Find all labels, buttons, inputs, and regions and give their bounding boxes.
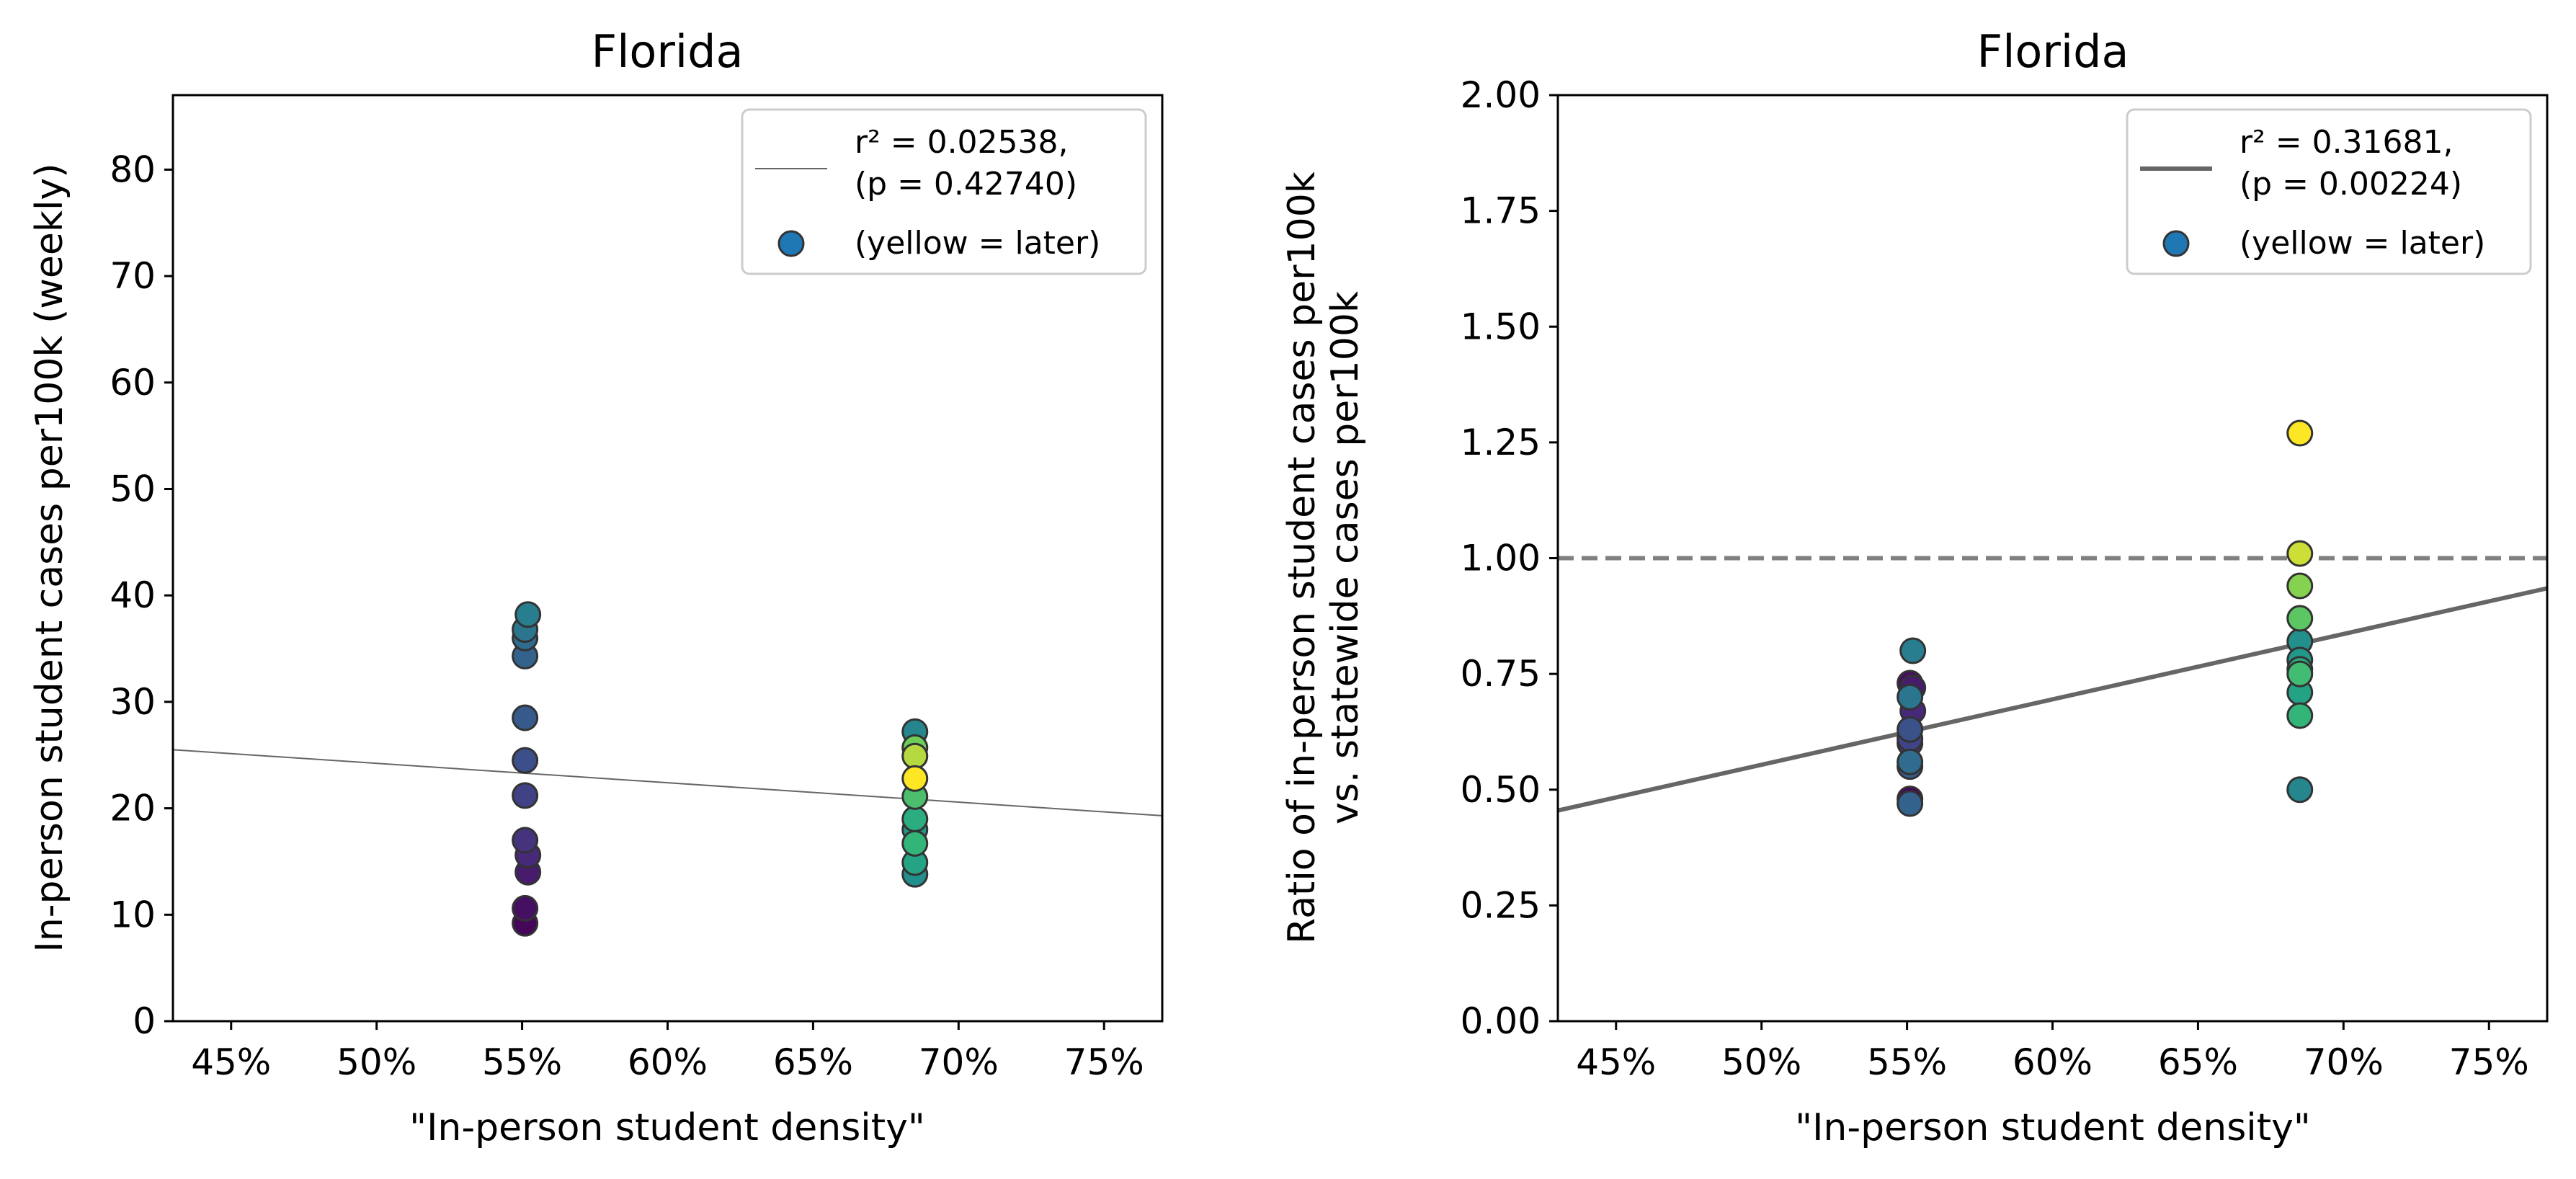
y-tick-label: 80 [110, 148, 156, 190]
plot-area [173, 601, 1162, 937]
scatter-point [1897, 748, 1924, 775]
legend-box [741, 108, 1147, 275]
scatter-point [512, 704, 539, 731]
x-tick-label: 55% [1867, 1041, 1947, 1083]
y-tick-label: 50 [110, 468, 156, 510]
x-tick-label: 45% [191, 1041, 271, 1083]
y-tick-label: 1.25 [1461, 422, 1541, 463]
y-tick-label: 40 [110, 574, 156, 616]
y-tick-label: 1.00 [1461, 538, 1541, 579]
x-tick-label: 70% [2304, 1041, 2384, 1083]
legend-marker-label: (yellow = later) [2239, 225, 2485, 262]
x-tick-label: 75% [1064, 1041, 1144, 1083]
scatter-point [1897, 683, 1924, 711]
x-tick-label: 60% [2013, 1041, 2093, 1083]
x-tick-label: 45% [1576, 1041, 1656, 1083]
legend-marker-label: (yellow = later) [855, 225, 1100, 262]
y-tick-label: 0.25 [1461, 884, 1541, 926]
x-axis-ticks: 45% 50% 55% 60% 65% 70% 75% [191, 1021, 1144, 1083]
y-axis-label: In-person student cases per100k (weekly) [28, 164, 71, 953]
x-axis-label: "In-person student density" [1795, 1106, 2311, 1149]
x-tick-label: 65% [2158, 1041, 2238, 1083]
scatter-point [901, 742, 929, 770]
scatter-point [2286, 702, 2314, 729]
scatter-point [2286, 776, 2314, 804]
y-tick-label: 0.50 [1461, 769, 1541, 811]
regression-line [173, 749, 1162, 817]
legend: r² = 0.31681, (p = 0.00224) (yellow = la… [2126, 108, 2532, 275]
scatter-point [2286, 540, 2314, 567]
y-axis-ticks: 0.00 0.25 0.50 0.75 1.00 1.25 1.50 1.75 2.00 [1461, 74, 1558, 1042]
x-tick-label: 50% [337, 1041, 416, 1083]
plot-clip-group [1558, 419, 2547, 817]
x-tick-label: 65% [773, 1041, 853, 1083]
legend: r² = 0.02538, (p = 0.42740) (yellow = la… [741, 108, 1147, 275]
y-axis-label-line-2: vs. statewide cases per100k [1324, 291, 1367, 824]
x-axis-label: "In-person student density" [409, 1106, 925, 1149]
legend-line-label-2: (p = 0.00224) [2239, 166, 2462, 203]
scatter-point [901, 765, 929, 792]
y-tick-label: 0.75 [1461, 653, 1541, 695]
scatter-point [1899, 637, 1927, 664]
scatter-point [512, 747, 539, 774]
y-axis-label-line-1: Ratio of in-person student cases per100k [1280, 172, 1324, 944]
scatter-point [901, 829, 929, 857]
x-tick-label: 70% [919, 1041, 999, 1083]
y-tick-label: 30 [110, 681, 156, 723]
chart-title: Florida [1977, 25, 2129, 78]
legend-line-label-1: r² = 0.31681, [2239, 124, 2454, 161]
regression-line [1558, 586, 2547, 813]
scatter-point [1897, 790, 1924, 817]
scatter-point [512, 782, 539, 809]
x-tick-label: 60% [628, 1041, 708, 1083]
scatter-point [2286, 419, 2314, 447]
y-tick-label: 70 [110, 255, 156, 297]
y-tick-label: 10 [110, 894, 156, 935]
scatter-point [514, 601, 542, 628]
y-tick-label: 1.50 [1461, 306, 1541, 347]
scatter-point [512, 827, 539, 854]
scatter-point [2286, 572, 2314, 600]
y-tick-label: 1.75 [1461, 190, 1541, 232]
chart-panel-left: Florida 45% 50% 55% 60% 65% 70% 75% 0 10 20 30 40 5… [28, 25, 1164, 1149]
x-tick-label: 55% [482, 1041, 562, 1083]
y-tick-label: 2.00 [1461, 74, 1541, 116]
scatter-point [1897, 716, 1924, 743]
legend-marker-swatch [777, 230, 805, 257]
scatter-point [512, 894, 539, 922]
plot-area [1558, 419, 2547, 817]
legend-marker-swatch [2162, 230, 2190, 257]
plot-clip-group [173, 601, 1162, 937]
legend-line-label-1: r² = 0.02538, [855, 124, 1069, 161]
y-tick-label: 0 [133, 1000, 156, 1042]
scatter-point [2286, 605, 2314, 632]
scatter-point [901, 805, 929, 832]
x-axis-ticks: 45% 50% 55% 60% 65% 70% 75% [1576, 1021, 2529, 1083]
x-tick-label: 50% [1721, 1041, 1801, 1083]
x-tick-label: 75% [2449, 1041, 2529, 1083]
y-tick-label: 0.00 [1461, 1000, 1541, 1042]
scatter-point [2286, 660, 2314, 688]
chart-title: Florida [592, 25, 744, 78]
chart-panel-right: Florida 45% 50% 55% 60% 65% 70% 75% 0.000.250.… [1280, 25, 2549, 1149]
y-tick-label: 20 [110, 788, 156, 829]
y-tick-label: 60 [110, 362, 156, 404]
legend-box [2126, 108, 2532, 275]
y-axis-ticks: 0 10 20 30 40 50 60 70 80 [110, 148, 173, 1042]
legend-line-label-2: (p = 0.42740) [855, 166, 1077, 203]
